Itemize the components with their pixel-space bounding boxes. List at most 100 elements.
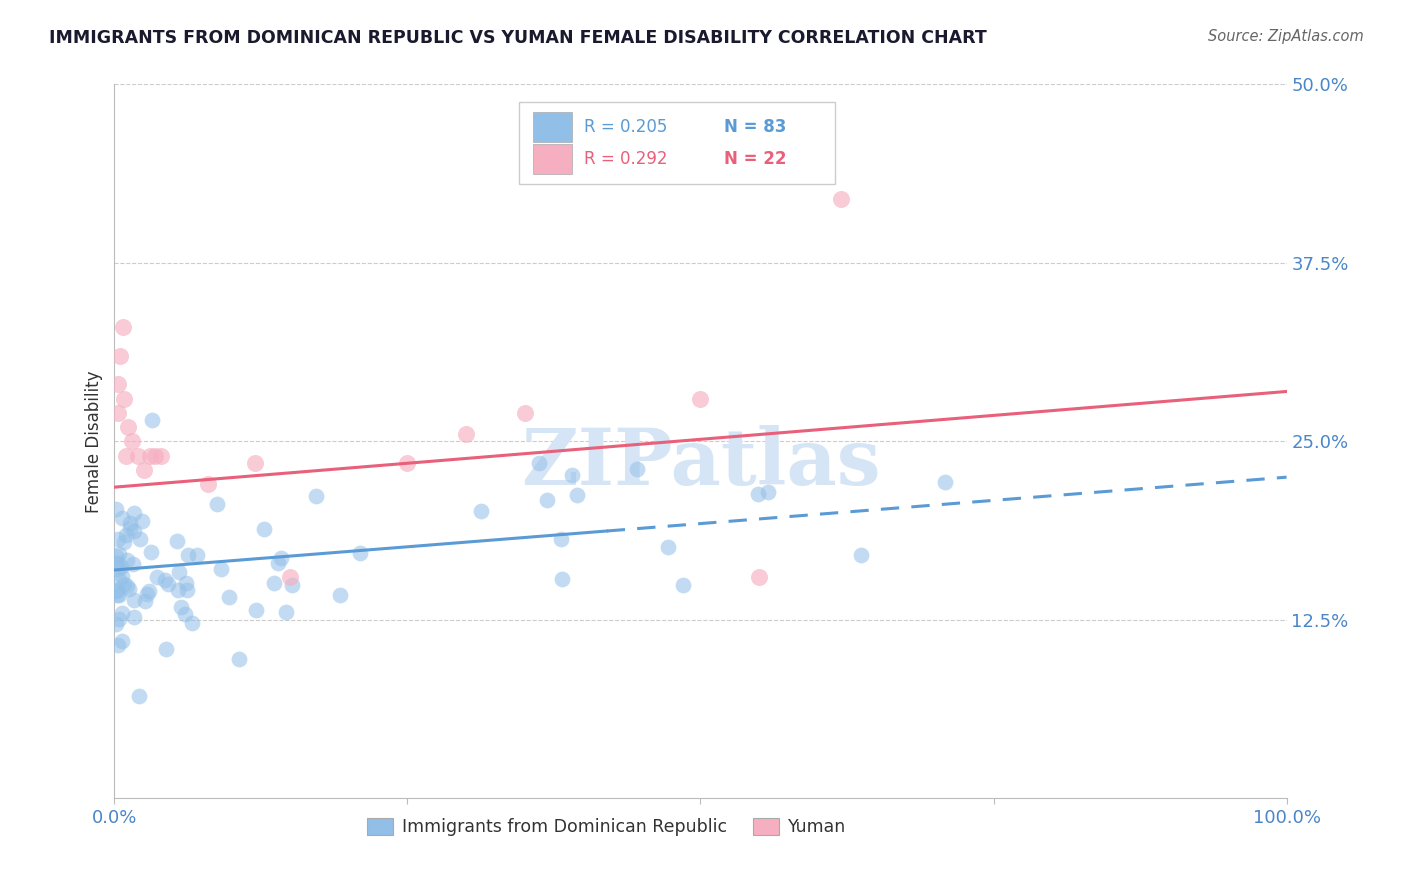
Point	[115, 528, 138, 542]
Point	[111, 606, 134, 620]
Point	[111, 568, 134, 582]
Text: R = 0.205: R = 0.205	[585, 119, 668, 136]
Point	[263, 576, 285, 591]
Point	[243, 456, 266, 470]
Point	[186, 548, 208, 562]
Point	[122, 524, 145, 538]
Point	[118, 582, 141, 596]
Text: N = 83: N = 83	[724, 119, 786, 136]
Point	[127, 449, 149, 463]
Text: R = 0.292: R = 0.292	[585, 151, 668, 169]
Point	[117, 420, 139, 434]
Point	[122, 557, 145, 571]
Text: ZIPatlas: ZIPatlas	[520, 425, 880, 501]
Point	[349, 546, 371, 560]
Point	[454, 427, 477, 442]
Point	[132, 463, 155, 477]
Point	[145, 449, 167, 463]
Point	[626, 462, 648, 476]
Point	[107, 556, 129, 570]
Point	[270, 551, 292, 566]
Point	[747, 487, 769, 501]
Point	[181, 615, 204, 630]
Point	[934, 475, 956, 489]
Point	[104, 556, 127, 570]
Point	[107, 573, 129, 587]
Point	[536, 493, 558, 508]
Point	[105, 588, 128, 602]
Point	[281, 577, 304, 591]
Point	[565, 488, 588, 502]
Text: IMMIGRANTS FROM DOMINICAN REPUBLIC VS YUMAN FEMALE DISABILITY CORRELATION CHART: IMMIGRANTS FROM DOMINICAN REPUBLIC VS YU…	[49, 29, 987, 46]
Point	[167, 565, 190, 579]
Point	[527, 456, 550, 470]
Point	[138, 449, 160, 463]
Point	[305, 489, 328, 503]
Point	[218, 591, 240, 605]
Point	[107, 532, 129, 546]
FancyBboxPatch shape	[533, 145, 572, 175]
Point	[129, 532, 152, 546]
Point	[166, 534, 188, 549]
Point	[117, 579, 139, 593]
FancyBboxPatch shape	[533, 112, 572, 143]
Point	[135, 587, 157, 601]
Point	[112, 535, 135, 549]
Point	[141, 413, 163, 427]
Point	[155, 642, 177, 657]
Point	[329, 588, 352, 602]
Text: N = 22: N = 22	[724, 151, 786, 169]
Point	[121, 434, 143, 449]
Point	[107, 406, 129, 420]
Point	[156, 577, 179, 591]
Legend: Immigrants from Dominican Republic, Yuman: Immigrants from Dominican Republic, Yuma…	[360, 811, 853, 843]
Point	[141, 545, 163, 559]
Point	[228, 652, 250, 666]
Point	[174, 575, 197, 590]
Point	[111, 320, 134, 334]
Point	[138, 584, 160, 599]
Point	[111, 511, 134, 525]
Point	[122, 609, 145, 624]
Point	[120, 521, 142, 535]
Point	[550, 532, 572, 546]
Point	[513, 406, 536, 420]
Point	[150, 449, 173, 463]
Point	[112, 577, 135, 591]
Point	[689, 392, 711, 406]
Point	[748, 570, 770, 584]
Point	[756, 484, 779, 499]
Point	[104, 549, 127, 564]
Point	[267, 556, 290, 570]
Point	[108, 612, 131, 626]
Point	[561, 467, 583, 482]
FancyBboxPatch shape	[519, 103, 835, 185]
Point	[104, 617, 127, 632]
Point	[104, 584, 127, 599]
Point	[672, 577, 695, 591]
Point	[849, 548, 872, 562]
Point	[197, 477, 219, 491]
Point	[470, 503, 492, 517]
Point	[274, 605, 297, 619]
Point	[110, 349, 132, 363]
Point	[167, 583, 190, 598]
Point	[830, 192, 852, 206]
Point	[107, 588, 129, 602]
Point	[131, 514, 153, 528]
Point	[112, 392, 135, 406]
Point	[253, 522, 276, 536]
Point	[174, 607, 197, 622]
Point	[134, 594, 156, 608]
Point	[104, 501, 127, 516]
Point	[107, 638, 129, 652]
Y-axis label: Female Disability: Female Disability	[86, 370, 103, 513]
Point	[115, 449, 138, 463]
Point	[209, 562, 232, 576]
Point	[118, 516, 141, 530]
Point	[122, 506, 145, 520]
Point	[128, 690, 150, 704]
Point	[105, 583, 128, 598]
Point	[153, 574, 176, 588]
Point	[176, 583, 198, 598]
